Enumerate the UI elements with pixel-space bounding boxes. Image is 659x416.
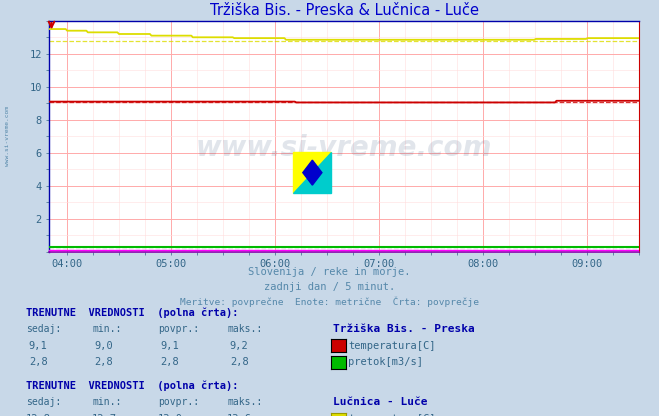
Text: pretok[m3/s]: pretok[m3/s]	[348, 357, 423, 367]
Text: 9,2: 9,2	[230, 341, 248, 351]
Text: Lučnica - Luče: Lučnica - Luče	[333, 397, 427, 407]
Text: temperatura[C]: temperatura[C]	[348, 414, 436, 416]
Text: min.:: min.:	[92, 397, 122, 407]
Text: 12,8: 12,8	[26, 414, 51, 416]
Text: Meritve: povprečne  Enote: metrične  Črta: povprečje: Meritve: povprečne Enote: metrične Črta:…	[180, 297, 479, 307]
Polygon shape	[293, 152, 331, 193]
Text: maks.:: maks.:	[227, 397, 262, 407]
Text: povpr.:: povpr.:	[158, 324, 199, 334]
Text: zadnji dan / 5 minut.: zadnji dan / 5 minut.	[264, 282, 395, 292]
Text: www.si-vreme.com: www.si-vreme.com	[5, 106, 11, 166]
Text: TRENUTNE  VREDNOSTI  (polna črta):: TRENUTNE VREDNOSTI (polna črta):	[26, 308, 239, 318]
Text: 13,6: 13,6	[227, 414, 252, 416]
Text: Tržiška Bis. - Preska: Tržiška Bis. - Preska	[333, 324, 474, 334]
Text: maks.:: maks.:	[227, 324, 262, 334]
Text: www.si-vreme.com: www.si-vreme.com	[196, 134, 492, 162]
Text: 2,8: 2,8	[230, 357, 248, 367]
Text: 9,1: 9,1	[29, 341, 47, 351]
Title: Tržiška Bis. - Preska & Lučnica - Luče: Tržiška Bis. - Preska & Lučnica - Luče	[210, 3, 479, 18]
Text: 2,8: 2,8	[161, 357, 179, 367]
Text: TRENUTNE  VREDNOSTI  (polna črta):: TRENUTNE VREDNOSTI (polna črta):	[26, 381, 239, 391]
Text: 12,7: 12,7	[92, 414, 117, 416]
Text: min.:: min.:	[92, 324, 122, 334]
Text: sedaj:: sedaj:	[26, 324, 61, 334]
Text: 13,0: 13,0	[158, 414, 183, 416]
Text: 9,1: 9,1	[161, 341, 179, 351]
Text: temperatura[C]: temperatura[C]	[348, 341, 436, 351]
Text: povpr.:: povpr.:	[158, 397, 199, 407]
Text: 2,8: 2,8	[95, 357, 113, 367]
Polygon shape	[303, 160, 322, 185]
Text: 2,8: 2,8	[29, 357, 47, 367]
Text: Slovenija / reke in morje.: Slovenija / reke in morje.	[248, 267, 411, 277]
Text: sedaj:: sedaj:	[26, 397, 61, 407]
Polygon shape	[293, 152, 331, 193]
Text: 9,0: 9,0	[95, 341, 113, 351]
